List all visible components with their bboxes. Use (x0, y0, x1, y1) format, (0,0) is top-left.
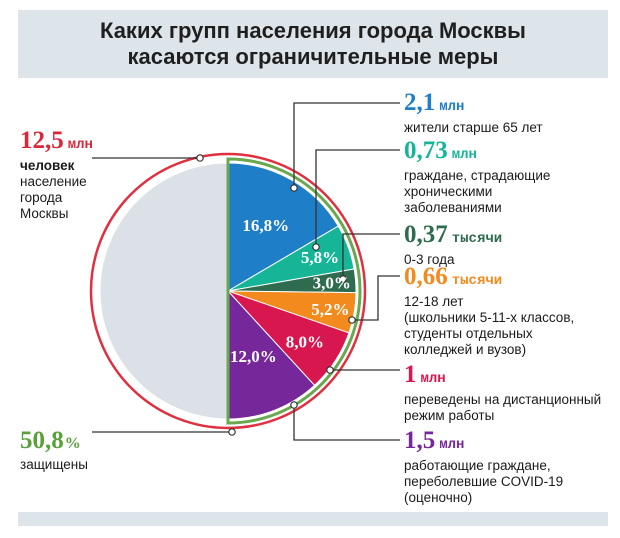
protected-unit: % (64, 435, 81, 452)
annotation-1: 0,73 млн граждане, страдающие хроническим… (404, 138, 550, 216)
annotation-3-line-2: студенты отдельных (404, 326, 533, 341)
annotation-5-unit: млн (439, 437, 465, 453)
slice-label-3: 5,2% (311, 300, 349, 319)
annotation-4-line-1: режим работы (404, 408, 495, 423)
annotation-2-number: 0,37 (404, 221, 448, 248)
restricted-ring (226, 157, 362, 425)
pie-slice-5 (227, 289, 316, 420)
annotation-4-value: 1 млн (404, 362, 601, 392)
protected-leader-dot (228, 428, 236, 436)
total-annotation: 12,5 млн человек население города Москвы (20, 128, 93, 222)
annotation-1-line-1: хроническими (404, 184, 493, 199)
pie-slices (99, 162, 357, 420)
annotation-5-value: 1,5 млн (404, 428, 563, 458)
annotation-0-text: жители старше 65 лет (404, 120, 543, 136)
annotation-2-value: 0,37 тысячи (404, 222, 502, 252)
annotation-1-line-0: граждане, страдающие (404, 168, 551, 183)
leader-line-0 (293, 102, 400, 188)
pie-slice-6 (99, 162, 229, 420)
annotation-3-text: 12-18 лет (школьники 5-11-х классов, сту… (404, 294, 574, 358)
total-label-line-4: Москвы (20, 206, 69, 221)
total-label-line-1: человек (20, 158, 75, 173)
annotation-0: 2,1 млн жители старше 65 лет (404, 90, 543, 136)
annotation-4-unit: млн (420, 371, 446, 387)
annotation-4: 1 млн переведены на дистанционный режим р… (404, 362, 601, 424)
leader-line-5 (293, 405, 400, 441)
annotation-0-value: 2,1 млн (404, 90, 543, 120)
leader-dot-0 (290, 184, 298, 192)
annotation-5-line-2: (оценочно) (404, 490, 473, 505)
protected-number: 50,8 (20, 427, 64, 454)
annotation-3: 0,66 тысячи 12-18 лет (школьники 5-11-х к… (404, 264, 574, 358)
leader-line-1 (315, 149, 400, 247)
slice-label-1: 5,8% (301, 248, 339, 267)
protected-annotation: 50,8% защищены (20, 428, 88, 473)
slice-label-4: 8,0% (286, 333, 324, 352)
slice-label-0: 16,8% (242, 216, 289, 235)
total-unit: млн (67, 137, 93, 153)
title-band (18, 10, 608, 78)
leader-dot-4 (326, 366, 334, 374)
total-description: человек население города Москвы (20, 158, 93, 222)
annotation-2-line-0: 0-3 года (404, 252, 455, 267)
annotation-5-line-1: переболевшие COVID-19 (404, 474, 564, 489)
leader-line-3 (352, 275, 400, 321)
annotation-2: 0,37 тысячи 0-3 года (404, 222, 502, 268)
total-label-line-3: города (20, 190, 63, 205)
total-label-line-2: население (20, 174, 87, 189)
annotation-3-unit: тысячи (451, 273, 503, 289)
annotation-5-line-0: работающие граждане, (404, 458, 551, 473)
annotation-1-line-2: заболеваниями (404, 200, 502, 215)
leader-line-2 (342, 233, 400, 279)
leader-dot-1 (312, 243, 320, 251)
annotation-5: 1,5 млн работающие граждане, переболевшие… (404, 428, 563, 506)
leader-dot-5 (290, 401, 298, 409)
annotation-3-value: 0,66 тысячи (404, 264, 574, 294)
annotation-0-number: 2,1 (404, 89, 436, 116)
pie-slice-0 (227, 162, 340, 292)
annotation-3-line-0: 12-18 лет (404, 294, 464, 309)
annotation-3-line-3: колледжей и вузов) (404, 342, 527, 357)
pie-rings (89, 152, 367, 430)
slice-label-2: 3,0% (313, 274, 351, 293)
leader-dot-3 (348, 316, 356, 324)
annotation-4-number: 1 (404, 361, 417, 388)
annotation-5-text: работающие граждане, переболевшие COVID-… (404, 458, 563, 506)
annotation-1-unit: млн (451, 147, 477, 163)
annotation-0-line-0: жители старше 65 лет (404, 120, 543, 135)
total-number: 12,5 (20, 127, 64, 154)
leader-lines (92, 102, 400, 441)
annotation-3-line-1: (школьники 5-11-х классов, (404, 310, 575, 325)
leader-dot-2 (339, 275, 347, 283)
total-value: 12,5 млн (20, 128, 93, 158)
slice-label-5: 12,0% (230, 347, 277, 366)
annotation-0-unit: млн (439, 99, 465, 115)
title-line-1: Каких групп населения города Москвы (100, 18, 526, 43)
annotation-1-number: 0,73 (404, 137, 448, 164)
annotation-2-text: 0-3 года (404, 252, 502, 268)
title-line-2: касаются ограничительные меры (127, 44, 499, 69)
annotation-1-value: 0,73 млн (404, 138, 550, 168)
annotation-3-number: 0,66 (404, 263, 448, 290)
bottom-band (18, 512, 608, 526)
annotation-1-text: граждане, страдающие хроническими заболе… (404, 168, 550, 216)
annotation-5-number: 1,5 (404, 427, 436, 454)
annotation-4-line-0: переведены на дистанционный (404, 392, 602, 407)
protected-value: 50,8% (20, 428, 88, 457)
protected-label: защищены (20, 457, 88, 472)
total-leader-dot (196, 154, 204, 162)
outer-ring (89, 152, 367, 430)
annotation-4-text: переведены на дистанционный режим работы (404, 392, 601, 424)
chart-title: Каких групп населения города Москвы каса… (18, 18, 608, 70)
slice-labels: 16,8% 5,8% 3,0% 5,2% 8,0% 12,0% (230, 216, 351, 366)
annotation-2-unit: тысячи (451, 231, 503, 247)
